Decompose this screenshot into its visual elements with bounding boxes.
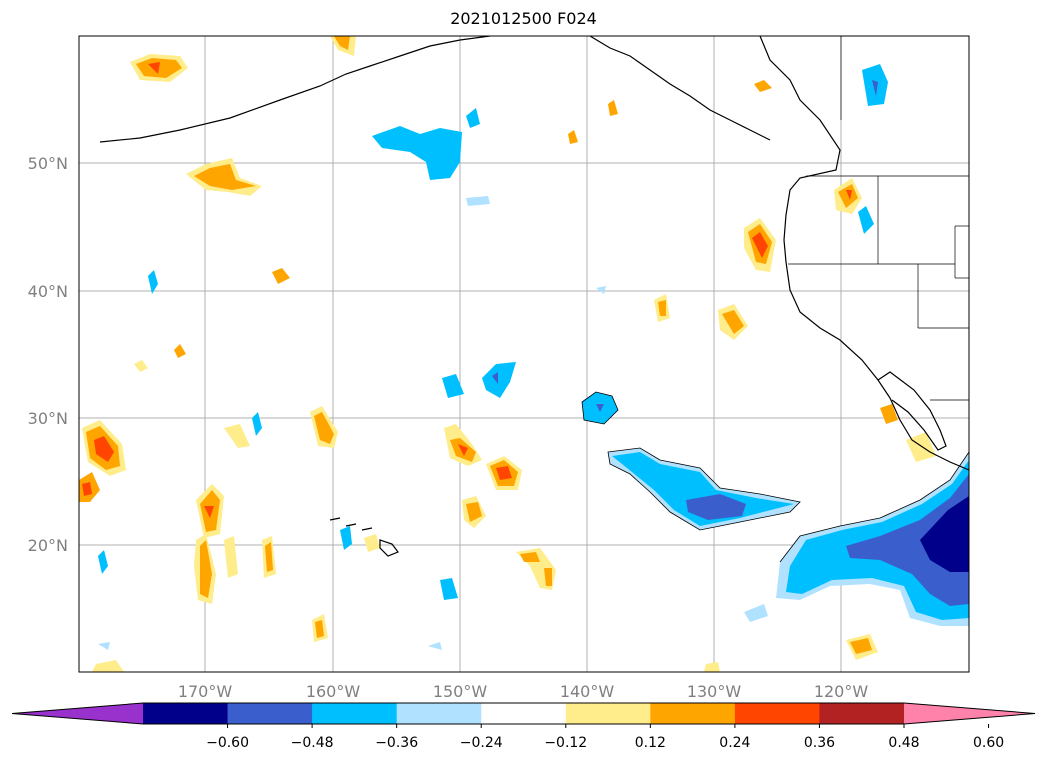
lon-label: 170°W xyxy=(178,682,233,701)
anomaly-region xyxy=(466,108,480,128)
colorbar-segment xyxy=(143,703,229,724)
anomaly-region xyxy=(272,268,290,284)
colorbar-tick-label: −0.24 xyxy=(460,735,503,751)
anomaly-region xyxy=(94,436,114,462)
anomaly-region xyxy=(442,374,464,398)
anomaly-region xyxy=(520,552,540,562)
anomaly-region xyxy=(482,362,516,398)
anomaly-region xyxy=(872,80,878,96)
colorbar-segment xyxy=(396,703,482,724)
map-title: 2021012500 F024 xyxy=(450,9,597,28)
anomaly-region xyxy=(82,482,92,496)
anomaly-region xyxy=(722,310,744,334)
anomaly-region xyxy=(686,494,746,520)
colorbar-segment xyxy=(650,703,736,724)
anomaly-region xyxy=(838,184,858,208)
anomaly-region xyxy=(744,604,768,622)
anomaly-region xyxy=(496,466,512,480)
colorbar-segment xyxy=(312,703,398,724)
anomaly-region xyxy=(194,164,256,190)
lon-label: 140°W xyxy=(560,682,615,701)
colorbar-segment xyxy=(734,703,820,724)
anomaly-region xyxy=(92,660,124,672)
anomaly-region xyxy=(544,568,552,586)
anomaly-region xyxy=(754,80,772,92)
colorbar-tick-label: 0.48 xyxy=(888,735,919,751)
anomaly-region xyxy=(98,550,108,574)
anomaly-region xyxy=(466,196,490,206)
colorbar-tick-label: 0.60 xyxy=(973,735,1004,751)
anomaly-region xyxy=(440,578,458,600)
anomaly-region xyxy=(596,286,606,294)
lat-label: 50°N xyxy=(28,154,68,173)
coastlines xyxy=(99,36,969,557)
colorbar-tick-label: 0.24 xyxy=(719,735,750,751)
anomaly-region xyxy=(174,344,186,358)
anomaly-region xyxy=(568,130,578,144)
colorbar-segment xyxy=(565,703,651,724)
anomaly-region xyxy=(880,404,898,424)
map-frame xyxy=(78,35,970,673)
colorbar: −0.60 −0.48 −0.36 −0.24 −0.12 0.12 0.24 0.36 0.4… xyxy=(11,702,1036,751)
anomaly-region xyxy=(428,642,442,650)
anomaly-region xyxy=(492,372,498,384)
colorbar-tick-label: −0.36 xyxy=(375,735,418,751)
anomaly-region xyxy=(850,638,872,654)
anomaly-region xyxy=(906,432,936,462)
anomaly-region xyxy=(752,232,768,258)
lon-label: 120°W xyxy=(814,682,869,701)
anomaly-region xyxy=(596,404,604,412)
anomaly-region xyxy=(315,620,324,638)
anomaly-region xyxy=(204,506,214,518)
anomaly-region xyxy=(920,496,969,572)
anomaly-region xyxy=(334,36,350,50)
latitude-labels: 50°N 40°N 30°N 20°N xyxy=(28,154,68,555)
colorbar-segment xyxy=(904,703,1035,724)
lon-label: 160°W xyxy=(306,682,361,701)
colorbar-segment xyxy=(227,703,313,724)
anomaly-region xyxy=(458,444,468,456)
anomaly-region xyxy=(148,62,160,74)
colorbar-segment xyxy=(819,703,905,724)
colorbar-tick-label: −0.12 xyxy=(544,735,587,751)
anomaly-region xyxy=(265,542,273,572)
anomaly-region xyxy=(364,534,380,552)
negative-anomalies xyxy=(98,64,969,650)
colorbar-tick-label: −0.48 xyxy=(291,735,334,751)
positive-anomalies xyxy=(79,36,936,672)
lon-label: 150°W xyxy=(433,682,488,701)
anomaly-region xyxy=(466,502,482,522)
lon-label: 130°W xyxy=(687,682,742,701)
lat-label: 20°N xyxy=(28,536,68,555)
lat-label: 40°N xyxy=(28,282,68,301)
anomaly-region xyxy=(252,412,262,436)
longitude-labels: 170°W 160°W 150°W 140°W 130°W 120°W xyxy=(178,682,869,701)
anomaly-region xyxy=(704,662,720,672)
lat-label: 30°N xyxy=(28,409,68,428)
colorbar-outline xyxy=(11,702,1036,725)
anomaly-region xyxy=(372,126,462,180)
anomaly-region xyxy=(846,474,969,606)
anomaly-region xyxy=(98,642,110,650)
colorbar-tick-label: 0.12 xyxy=(635,735,666,751)
colorbar-tick-label: 0.36 xyxy=(804,735,835,751)
colorbar-tick-label: −0.60 xyxy=(206,735,249,751)
colorbar-segment xyxy=(481,703,567,724)
anomaly-region xyxy=(200,540,212,598)
anomaly-region xyxy=(612,452,794,526)
anomaly-region xyxy=(340,526,352,550)
anomaly-region xyxy=(224,536,238,578)
anomaly-region xyxy=(846,190,852,200)
anomaly-region xyxy=(148,270,158,294)
anomaly-region xyxy=(858,206,874,234)
anomaly-region xyxy=(224,424,250,448)
anomaly-region xyxy=(134,360,148,372)
anomaly-region xyxy=(608,100,618,116)
anomaly-region xyxy=(658,300,666,316)
colorbar-segment xyxy=(12,703,143,724)
anomaly-region xyxy=(314,412,334,444)
borders xyxy=(788,36,969,401)
